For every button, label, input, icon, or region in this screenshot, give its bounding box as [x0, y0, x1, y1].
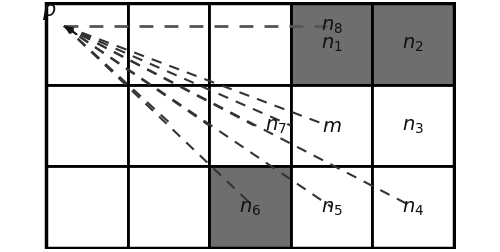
Bar — [46, 167, 128, 248]
Bar — [372, 167, 454, 248]
Bar — [128, 4, 209, 85]
Text: $n_7$: $n_7$ — [265, 116, 286, 136]
Bar — [209, 85, 291, 167]
Text: $n_6$: $n_6$ — [239, 198, 261, 217]
Bar — [291, 85, 372, 167]
Bar — [372, 4, 454, 85]
Text: $n_5$: $n_5$ — [320, 198, 342, 217]
Bar — [372, 85, 454, 167]
Text: $n_4$: $n_4$ — [402, 198, 424, 217]
Bar — [46, 85, 128, 167]
Text: $n_2$: $n_2$ — [402, 35, 424, 54]
Bar — [291, 4, 372, 85]
Text: $p$: $p$ — [42, 2, 56, 21]
Bar — [291, 167, 372, 248]
Bar — [128, 167, 209, 248]
Bar — [128, 85, 209, 167]
Text: $n_3$: $n_3$ — [402, 116, 424, 136]
Bar — [209, 167, 291, 248]
Bar — [46, 4, 128, 85]
Text: $n_8$: $n_8$ — [320, 17, 342, 36]
Text: $m$: $m$ — [322, 116, 342, 136]
Text: $n_1$: $n_1$ — [320, 35, 342, 54]
Bar — [209, 4, 291, 85]
